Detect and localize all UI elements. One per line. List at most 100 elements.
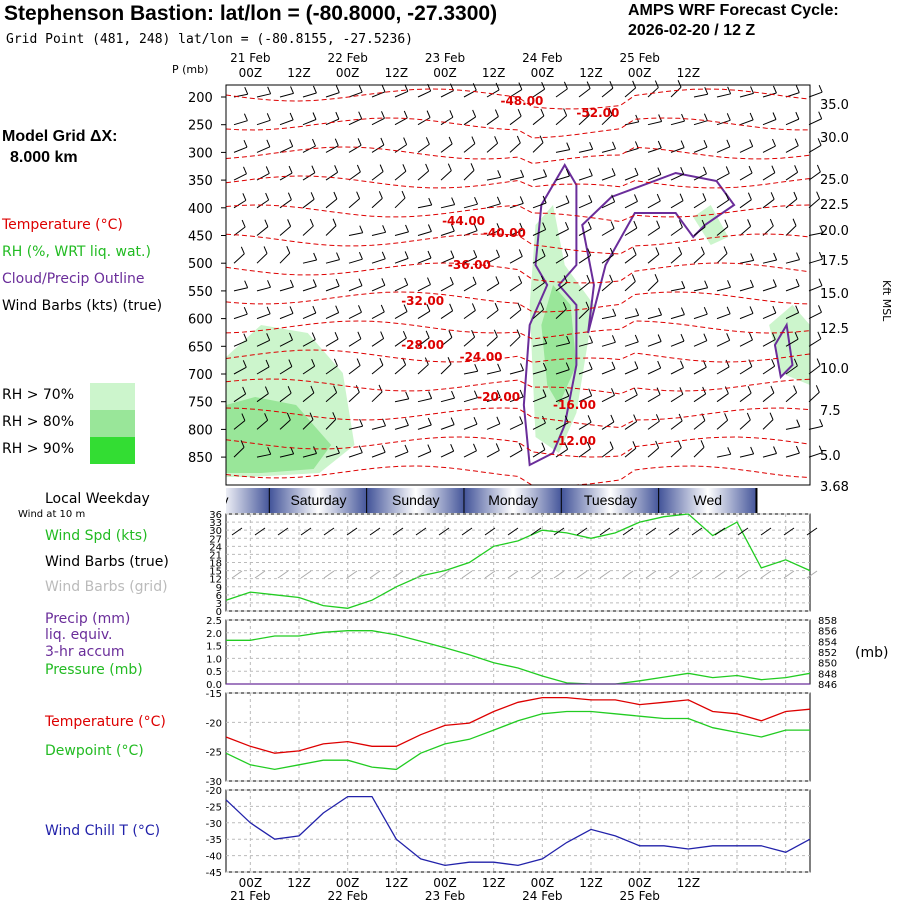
- wind-barb: [233, 287, 248, 292]
- wind-barb: [440, 170, 452, 181]
- wind-barb: [785, 198, 798, 209]
- wind-barb: [578, 228, 592, 236]
- wind-barb-flag: [380, 331, 385, 339]
- wind-barb: [348, 365, 361, 375]
- wind-barb-flag: [794, 138, 799, 146]
- wind-barb: [256, 146, 271, 153]
- wind-barb-flag: [333, 385, 338, 393]
- precip-label-1: Precip (mm): [45, 611, 131, 627]
- y-tick-label: 30: [209, 526, 222, 537]
- wind-barb-flag: [770, 192, 775, 200]
- wind-barb: [417, 284, 431, 292]
- wind-barb: [716, 226, 729, 236]
- panel-frame: [225, 619, 811, 685]
- wind-barb: [716, 146, 731, 153]
- wind-barb: [808, 425, 823, 430]
- wind-barb: [348, 338, 362, 347]
- wind-barb: [578, 254, 591, 264]
- temperature-contour-label: -36.00: [448, 258, 491, 272]
- wind-barb-true: [415, 527, 427, 536]
- wind-barb-flag: [634, 194, 638, 202]
- forecast-cycle-label: AMPS WRF Forecast Cycle:: [628, 2, 839, 19]
- time-tick-label: 00Z: [433, 66, 457, 80]
- wind-barb-flag: [680, 333, 685, 342]
- date-label: 22 Feb: [327, 889, 367, 900]
- wind-barb-flag: [589, 142, 594, 150]
- wind-barb-flag: [702, 193, 707, 201]
- wind-barb: [532, 88, 545, 98]
- wind-barb: [670, 147, 685, 153]
- wind-barb: [578, 175, 593, 181]
- wind-barb-flag: [727, 447, 732, 455]
- time-tick-label: 00Z: [433, 876, 457, 890]
- pressure-tick-label: 800: [188, 423, 213, 438]
- wind-barb-flag: [241, 413, 246, 421]
- wind-barb-flag: [815, 385, 820, 393]
- wind-barb-flag: [333, 358, 338, 367]
- wind-barb: [256, 93, 271, 98]
- wind-barb: [279, 145, 293, 153]
- wind-barb: [509, 176, 524, 181]
- wind-barb: [509, 89, 523, 98]
- wind-barb: [647, 280, 659, 292]
- wind-barb-flag: [286, 412, 291, 421]
- wind-barb: [601, 448, 614, 458]
- wind-barb: [693, 226, 706, 236]
- wind-barb-flag: [656, 193, 661, 202]
- temperature-contour: [226, 233, 810, 255]
- wind-barb: [532, 202, 547, 209]
- wind-barb: [601, 281, 613, 292]
- wind-barb: [808, 365, 821, 375]
- wind-barb-flag: [357, 331, 362, 340]
- wind-barb: [785, 225, 797, 236]
- wind-barb: [371, 284, 386, 292]
- wind-barb-flag: [471, 303, 476, 311]
- wind-barb: [578, 114, 590, 126]
- wind-barb-flag: [700, 246, 705, 254]
- wind-barb-flag: [428, 197, 433, 206]
- wind-barb: [417, 310, 431, 320]
- wind-barb: [808, 258, 823, 264]
- wind-barb: [762, 119, 777, 126]
- model-grid-value: 8.000 km: [10, 149, 78, 166]
- wind-barb: [371, 425, 386, 430]
- wind-barb: [739, 339, 753, 347]
- wind-barb: [256, 253, 268, 264]
- wind-barb: [279, 225, 291, 236]
- wind-barb: [670, 173, 684, 181]
- wind-barb-flag: [588, 168, 593, 176]
- date-label: 24 Feb: [522, 889, 562, 900]
- wind-barb-flag: [474, 364, 479, 372]
- wind-barb-flag: [312, 279, 317, 287]
- wind-barb-flag: [632, 441, 637, 449]
- wind-barbs-true-label: Wind Barbs (true): [45, 554, 169, 570]
- wind-barb: [624, 147, 639, 153]
- wind-barb: [647, 87, 659, 98]
- wind-barb: [440, 257, 455, 264]
- wind-barb: [624, 394, 638, 403]
- wind-barb: [371, 197, 383, 209]
- wind-barb-flag: [243, 306, 248, 315]
- wind-barb-flag: [565, 362, 570, 370]
- wind-barb: [233, 313, 248, 320]
- wind-barb-flag: [566, 142, 571, 150]
- wind-barb-flag: [290, 86, 294, 94]
- wind-barb: [325, 392, 337, 403]
- wind-barb-flag: [635, 114, 640, 123]
- wind-barb-flag: [727, 86, 732, 95]
- wind-barb-flag: [287, 192, 292, 200]
- wind-barb-flag: [311, 332, 316, 340]
- wind-barb-flag: [336, 252, 340, 260]
- wind-barb-flag: [563, 108, 568, 116]
- wind-barb-flag: [243, 113, 248, 121]
- wind-barb: [693, 173, 707, 181]
- wind-barb-flag: [747, 386, 752, 394]
- wind-barb-flag: [816, 191, 821, 199]
- wind-barb: [486, 336, 498, 347]
- rh-shaded-region: [693, 205, 729, 245]
- wind-barb-flag: [772, 112, 777, 120]
- wind-barb: [325, 452, 340, 458]
- cloud-outline: [581, 171, 736, 334]
- wind-barb-flag: [587, 248, 592, 256]
